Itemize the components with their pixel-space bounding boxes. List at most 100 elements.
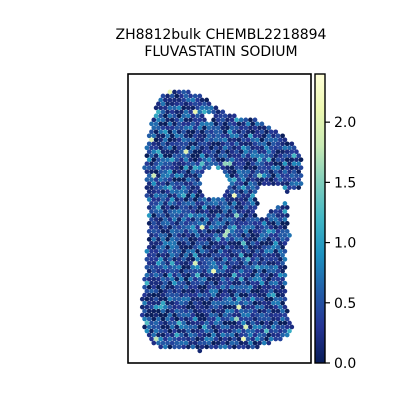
tissue-spot	[202, 149, 207, 155]
tissue-spot	[275, 133, 281, 139]
tissue-spot	[241, 320, 246, 326]
tissue-spot	[275, 173, 281, 178]
tissue-spot	[254, 320, 260, 326]
tissue-spot	[238, 229, 244, 234]
tissue-spot	[225, 292, 230, 298]
tissue-spot	[280, 292, 285, 298]
tissue-spot	[176, 177, 182, 182]
tissue-spot	[236, 328, 242, 334]
tissue-spot	[158, 169, 164, 175]
tissue-spot	[222, 129, 228, 135]
tissue-spot	[225, 332, 230, 338]
tissue-spot	[211, 197, 216, 202]
tissue-spot	[268, 169, 274, 175]
tissue-spot	[268, 241, 274, 246]
tissue-spot	[206, 308, 212, 314]
tissue-spot	[220, 165, 226, 171]
tissue-spot	[243, 244, 249, 250]
tissue-spot	[183, 300, 189, 306]
tissue-spot	[227, 280, 233, 286]
tissue-spot	[259, 320, 265, 326]
tissue-spot	[167, 89, 173, 95]
tissue-spot	[275, 244, 281, 250]
tissue-spot	[149, 169, 154, 175]
tissue-spot	[195, 129, 200, 135]
tissue-spot	[284, 308, 290, 314]
tissue-spot	[248, 237, 253, 242]
tissue-spot	[158, 233, 164, 238]
tissue-spot	[211, 133, 216, 139]
tissue-spot	[181, 217, 187, 222]
tissue-spot	[245, 296, 251, 302]
tissue-spot	[234, 268, 239, 274]
tissue-spot	[202, 332, 207, 338]
tissue-spot	[275, 229, 281, 234]
tissue-spot	[220, 308, 226, 314]
tissue-spot	[206, 229, 212, 234]
tissue-spot	[197, 181, 203, 186]
tissue-spot	[174, 101, 180, 107]
tissue-spot	[151, 213, 157, 218]
tissue-spot	[261, 284, 267, 290]
tissue-spot	[156, 189, 161, 194]
tissue-spot	[153, 209, 159, 214]
tissue-spot	[277, 145, 283, 151]
tissue-spot	[174, 237, 180, 242]
tissue-spot	[192, 173, 198, 178]
tissue-spot	[192, 101, 198, 107]
tissue-spot	[181, 201, 187, 206]
tissue-spot	[162, 121, 168, 127]
tissue-spot	[146, 141, 152, 147]
tissue-spot	[248, 149, 253, 155]
colorbar-tick-label: 1.5	[334, 175, 356, 191]
tissue-spot	[287, 328, 292, 334]
tissue-spot	[215, 252, 221, 258]
tissue-spot	[250, 169, 256, 175]
tissue-spot	[264, 233, 269, 238]
tissue-spot	[231, 209, 237, 214]
tissue-spot	[146, 324, 152, 330]
tissue-spot	[273, 248, 279, 254]
tissue-spot	[176, 169, 182, 175]
tissue-spot	[165, 229, 170, 234]
tissue-spot	[188, 237, 193, 242]
tissue-spot	[190, 177, 196, 182]
tissue-spot	[183, 244, 189, 250]
tissue-spot	[190, 129, 196, 135]
tissue-spot	[144, 304, 150, 310]
tissue-spot	[218, 280, 223, 286]
tissue-spot	[236, 272, 242, 278]
tissue-spot	[236, 129, 242, 135]
tissue-spot	[169, 93, 175, 99]
tissue-spot	[179, 133, 184, 139]
tissue-spot	[146, 197, 152, 202]
tissue-spot	[197, 101, 203, 107]
tissue-spot	[199, 233, 205, 238]
tissue-spot	[277, 248, 283, 254]
tissue-spot	[229, 165, 235, 171]
tissue-spot	[192, 252, 198, 258]
tissue-spot	[227, 312, 233, 318]
tissue-spot	[238, 165, 244, 171]
tissue-spot	[174, 284, 180, 290]
tissue-spot	[197, 173, 203, 178]
tissue-spot	[199, 288, 205, 294]
tissue-spot	[261, 316, 267, 322]
tissue-spot	[229, 292, 235, 298]
tissue-spot	[250, 248, 256, 254]
tissue-spot	[222, 217, 228, 222]
tissue-spot	[153, 105, 159, 111]
tissue-spot	[282, 256, 288, 262]
tissue-spot	[220, 284, 226, 290]
tissue-spot	[220, 141, 226, 147]
tissue-spot	[238, 149, 244, 155]
tissue-spot	[273, 280, 279, 286]
tissue-spot	[208, 264, 214, 270]
tissue-spot	[254, 185, 260, 190]
tissue-spot	[261, 276, 267, 282]
tissue-spot	[156, 300, 161, 306]
tissue-spot	[151, 165, 157, 171]
tissue-spot	[227, 225, 233, 230]
tissue-spot	[241, 137, 246, 143]
tissue-spot	[241, 153, 246, 159]
